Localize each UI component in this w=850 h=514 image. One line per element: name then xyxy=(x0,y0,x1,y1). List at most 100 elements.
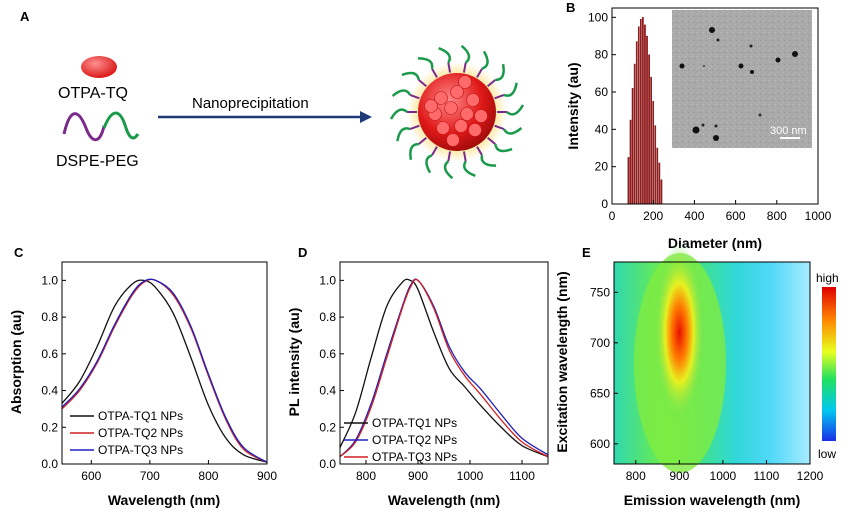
y-tick-label: 0.8 xyxy=(319,310,336,324)
dye-molecule xyxy=(468,123,482,137)
x-tick-label: 1000 xyxy=(710,469,737,483)
dye-molecule xyxy=(424,99,438,113)
panel-c: C 600 700 800 900 0.0 0.2 0.4 0.6 0.8 1.0 Wavelen… xyxy=(8,245,277,508)
dspe-anchor xyxy=(476,68,483,78)
x-tick-label: 900 xyxy=(257,469,277,483)
histogram-bar xyxy=(652,101,655,205)
panel-b: B 0 200 400 600 800 1000 0 20 40 60 80 100 Diameter… xyxy=(565,0,832,251)
peg-chain xyxy=(438,47,452,64)
peg-chain xyxy=(443,160,454,180)
peg-chain xyxy=(391,89,412,97)
panel-d-ylabel: PL intensity (au) xyxy=(286,308,302,417)
series-line xyxy=(340,278,548,458)
y-tick-label: 60 xyxy=(595,85,609,99)
dspe-anchor xyxy=(494,124,505,131)
dspe-anchor xyxy=(447,62,452,73)
pl-curves xyxy=(340,278,548,458)
panel-b-ylabel: Intensity (au) xyxy=(565,62,581,149)
peg-chain xyxy=(480,155,497,167)
nanoparticle-illustration xyxy=(389,44,525,180)
histogram-bar xyxy=(648,54,650,205)
panel-e-ylabel: Excitation wavelength (nm) xyxy=(554,271,570,452)
peg-chain xyxy=(401,71,420,81)
panel-b-label: B xyxy=(566,0,575,15)
peg-chain xyxy=(494,143,513,153)
dye-molecule xyxy=(434,91,448,105)
peg-chain xyxy=(495,63,505,82)
dspe-anchor xyxy=(409,93,420,100)
y-tick-label: 700 xyxy=(590,336,610,350)
peg-chain xyxy=(396,127,411,142)
dye-molecule xyxy=(466,93,480,107)
legend-label: OTPA-TQ3 NPs xyxy=(98,443,183,457)
x-tick-label: 900 xyxy=(408,469,428,483)
panel-e: E 800 900 1000 1100 1200 600 650 700 750 Emissio… xyxy=(554,242,839,508)
series-line xyxy=(62,279,267,463)
histogram-bar xyxy=(635,41,638,205)
series-line xyxy=(340,278,548,458)
y-tick-label: 650 xyxy=(590,386,610,400)
panel-d-label: D xyxy=(298,245,307,260)
peg-chain xyxy=(425,154,433,174)
histogram-bar xyxy=(660,179,663,205)
x-tick-label: 800 xyxy=(356,469,376,483)
y-tick-label: 1.0 xyxy=(41,273,58,287)
x-tick-label: 200 xyxy=(643,209,663,223)
series-line xyxy=(340,278,548,458)
dspe-anchor xyxy=(447,151,452,162)
y-tick-label: 0.0 xyxy=(41,457,58,471)
dspe-anchor xyxy=(462,151,467,162)
histogram-bar xyxy=(629,119,632,205)
panel-c-frame xyxy=(61,261,268,465)
colorbar xyxy=(822,287,836,441)
dye-molecule xyxy=(444,101,458,115)
panel-d: D 800 900 1000 1100 0.0 0.2 0.4 0.6 0.8 1.0 Wavel… xyxy=(286,245,549,508)
histogram-bar xyxy=(637,26,640,205)
dspe-anchor xyxy=(462,62,467,73)
histogram-bar xyxy=(640,19,642,205)
y-tick-label: 0.4 xyxy=(319,384,336,398)
peg-chain xyxy=(389,108,408,120)
peg-chain xyxy=(502,127,523,135)
legend-label: OTPA-TQ2 NPs xyxy=(372,433,457,447)
histogram-bar xyxy=(646,35,648,205)
y-tick-label: 600 xyxy=(590,437,610,451)
panel-c-legend: OTPA-TQ1 NPs OTPA-TQ2 NPs OTPA-TQ3 NPs xyxy=(70,409,183,457)
x-tick-label: 0 xyxy=(609,209,616,223)
dspe-anchor xyxy=(431,68,438,78)
dspe-anchor xyxy=(476,146,483,156)
y-tick-label: 0.2 xyxy=(41,420,58,434)
dye-molecule xyxy=(460,107,474,121)
dye-molecule xyxy=(446,133,460,147)
dye-molecule xyxy=(450,85,464,99)
dye-molecule xyxy=(474,109,488,123)
peg-chain xyxy=(462,160,476,177)
panel-e-xlabel: Emission wavelength (nm) xyxy=(624,492,801,508)
y-tick-label: 0.4 xyxy=(41,384,58,398)
y-tick-label: 0 xyxy=(601,197,608,211)
x-tick-label: 800 xyxy=(626,469,646,483)
y-tick-label: 0.0 xyxy=(319,457,336,471)
panel-b-frame xyxy=(611,7,819,205)
dspe-anchor xyxy=(431,146,438,156)
legend-label: OTPA-TQ1 NPs xyxy=(372,416,457,430)
dspe-anchor xyxy=(418,79,428,88)
legend-label: OTPA-TQ1 NPs xyxy=(98,409,183,423)
panel-e-label: E xyxy=(582,245,591,260)
histogram-bar xyxy=(642,17,644,205)
panel-d-xlabel: Wavelength (nm) xyxy=(388,492,500,508)
x-tick-label: 1100 xyxy=(754,469,780,483)
histogram-bar xyxy=(658,162,661,205)
panel-b-xlabel: Diameter (nm) xyxy=(668,235,762,251)
y-tick-label: 750 xyxy=(590,285,610,299)
panel-d-frame xyxy=(339,261,549,465)
dspe-polymer-icon xyxy=(62,112,106,142)
histogram-bar xyxy=(633,63,636,205)
peg-chain xyxy=(460,44,471,64)
panel-c-xlabel: Wavelength (nm) xyxy=(108,492,220,508)
colorbar-high-label: high xyxy=(816,271,839,285)
peg-chain xyxy=(503,82,518,97)
histogram-bar xyxy=(631,88,634,205)
panel-c-ylabel: Absorption (au) xyxy=(8,310,24,414)
